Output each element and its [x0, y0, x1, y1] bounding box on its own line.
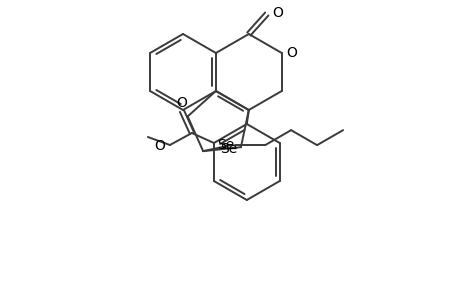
Text: O: O	[176, 96, 187, 110]
Text: Se: Se	[219, 142, 236, 156]
Text: O: O	[286, 46, 297, 60]
Text: O: O	[154, 139, 164, 153]
Text: O: O	[271, 6, 282, 20]
Text: Se: Se	[217, 138, 234, 152]
